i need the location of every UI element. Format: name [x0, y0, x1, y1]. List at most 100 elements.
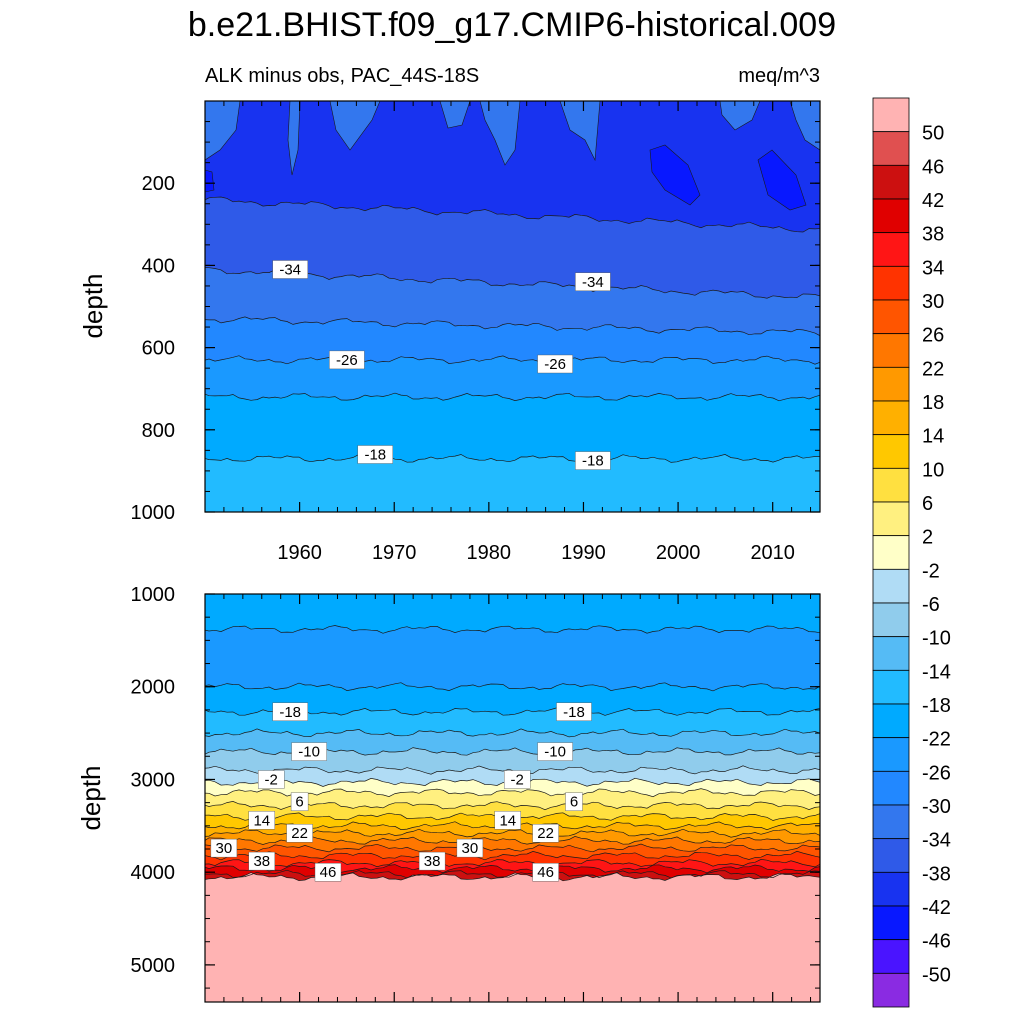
upper-contour-line	[205, 316, 820, 337]
colorbar-swatch	[872, 265, 910, 301]
contour-label-box	[556, 702, 592, 721]
lower-panel-contour-labels: -18 -18 -10 -10 -2 -2 6 6 14 14 22 22 30 30 38 38 46 46	[210, 702, 592, 882]
contour-label-text: 30	[216, 840, 233, 857]
upper-xtick-label: 2000	[656, 542, 701, 564]
colorbar-swatch	[872, 467, 910, 503]
contour-label-box	[565, 792, 583, 811]
upper-contour-band	[205, 197, 820, 299]
lower-contour-label: 30	[210, 838, 238, 858]
colorbar-tick-label: 46	[922, 156, 944, 178]
contour-label-box	[532, 863, 559, 882]
contour-label-text: 6	[570, 794, 578, 811]
upper-near-surface-patch	[719, 101, 761, 131]
upper-contour-line	[205, 392, 820, 402]
upper-dark-patch	[649, 144, 701, 206]
contour-label-text: 46	[320, 864, 337, 881]
upper-dark-patch	[757, 149, 807, 211]
upper-ytick-label: 800	[142, 420, 175, 442]
lower-panel-ylabel: depth	[76, 765, 106, 830]
colorbar-tick-label: 34	[922, 257, 944, 279]
colorbar-tick-label: -14	[922, 661, 951, 683]
colorbar-tick-label: 6	[922, 493, 933, 515]
upper-panel: ALK minus obs, PAC_44S-18S meq/m^3 -34-3…	[78, 65, 821, 564]
colorbar-swatch	[872, 770, 910, 806]
lower-ytick-label: 2000	[131, 677, 176, 699]
upper-contour-label: -26	[537, 354, 573, 374]
upper-ytick-label: 1000	[131, 502, 176, 524]
upper-panel-contour-lines	[205, 101, 820, 463]
colorbar-swatch	[872, 636, 910, 671]
contour-label-text: -26	[336, 352, 358, 369]
colorbar-tick-label: -22	[922, 729, 951, 751]
lower-contour-band	[205, 864, 820, 878]
upper-panel-subtitle-left: ALK minus obs, PAC_44S-18S	[205, 65, 479, 87]
upper-panel-axes: 200 400 600 800 1000 1960 1970 1980 1990 2000 2010	[131, 100, 820, 564]
lower-contour-label: 22	[286, 824, 313, 843]
colorbar-swatch	[872, 299, 910, 335]
colorbar-swatch	[872, 972, 910, 1008]
contour-label-text: -18	[563, 704, 585, 721]
upper-contour-line	[205, 355, 820, 365]
colorbar-swatch	[872, 939, 910, 974]
upper-contour-label: -26	[329, 350, 365, 370]
colorbar: 50 46 42 38 34 30 26 22 18 14 10 6 2 -2 -6 -10 -14 -18 -22…	[872, 97, 951, 1008]
lower-contour-label: 38	[418, 851, 446, 871]
contour-label-box	[494, 811, 521, 830]
colorbar-swatch	[872, 400, 910, 436]
chart-title: b.e21.BHIST.f09_g17.CMIP6-historical.009	[188, 6, 836, 44]
colorbar-swatch	[872, 602, 910, 638]
colorbar-tick-label: -34	[922, 830, 951, 852]
contour-label-box	[329, 350, 365, 370]
colorbar-swatch	[872, 838, 910, 873]
contour-label-text: -18	[582, 453, 604, 470]
colorbar-tick-label: -46	[922, 931, 951, 953]
colorbar-tick-label: 14	[922, 426, 944, 448]
upper-ytick-label: 200	[142, 173, 175, 195]
lower-contour-label: 22	[532, 824, 559, 843]
lower-contour-band	[205, 788, 820, 810]
upper-near-surface-patch	[559, 101, 601, 162]
colorbar-tick-label: 10	[922, 459, 944, 481]
upper-contour-band	[205, 393, 820, 463]
lower-contour-label: 6	[290, 792, 309, 811]
lower-contour-band	[205, 872, 820, 1002]
contour-label-text: 46	[537, 864, 554, 881]
contour-label-text: -10	[544, 744, 566, 761]
lower-contour-band	[205, 625, 820, 691]
contour-label-text: -34	[279, 262, 301, 279]
contour-label-box	[286, 824, 313, 843]
colorbar-swatch	[872, 434, 910, 469]
contour-label-box	[291, 742, 327, 761]
colorbar-swatch	[872, 669, 910, 705]
colorbar-swatch	[872, 131, 910, 166]
contour-label-box	[314, 863, 342, 882]
colorbar-tick-label: -30	[922, 796, 951, 818]
upper-contour-band	[205, 267, 820, 336]
contour-label-text: -18	[364, 447, 386, 464]
lower-contour-band	[205, 728, 820, 756]
upper-near-surface-patch	[479, 101, 521, 166]
lower-contour-line	[205, 869, 820, 879]
lower-contour-line	[205, 859, 820, 868]
colorbar-swatch	[872, 366, 910, 402]
upper-near-surface-patch	[789, 101, 820, 151]
lower-ytick-label: 1000	[131, 584, 176, 606]
upper-near-surface-patch	[439, 101, 471, 129]
contour-label-text: 6	[295, 794, 303, 811]
colorbar-swatch	[872, 737, 910, 772]
colorbar-tick-label: 42	[922, 190, 944, 212]
lower-contour-label: -10	[537, 742, 573, 761]
lower-contour-label: -2	[504, 770, 531, 789]
lower-contour-line	[205, 864, 820, 874]
upper-dark-patch	[205, 169, 215, 193]
lower-contour-band	[205, 594, 820, 634]
upper-contour-line	[205, 454, 820, 463]
colorbar-swatch	[872, 871, 910, 907]
upper-xtick-label: 1960	[277, 542, 322, 564]
upper-near-surface-patch	[205, 101, 241, 161]
lower-contour-label: 38	[248, 851, 276, 871]
contour-label-text: -2	[511, 772, 524, 789]
colorbar-swatch	[872, 501, 910, 537]
lower-contour-band	[205, 682, 820, 716]
lower-contour-label: 46	[314, 863, 342, 882]
